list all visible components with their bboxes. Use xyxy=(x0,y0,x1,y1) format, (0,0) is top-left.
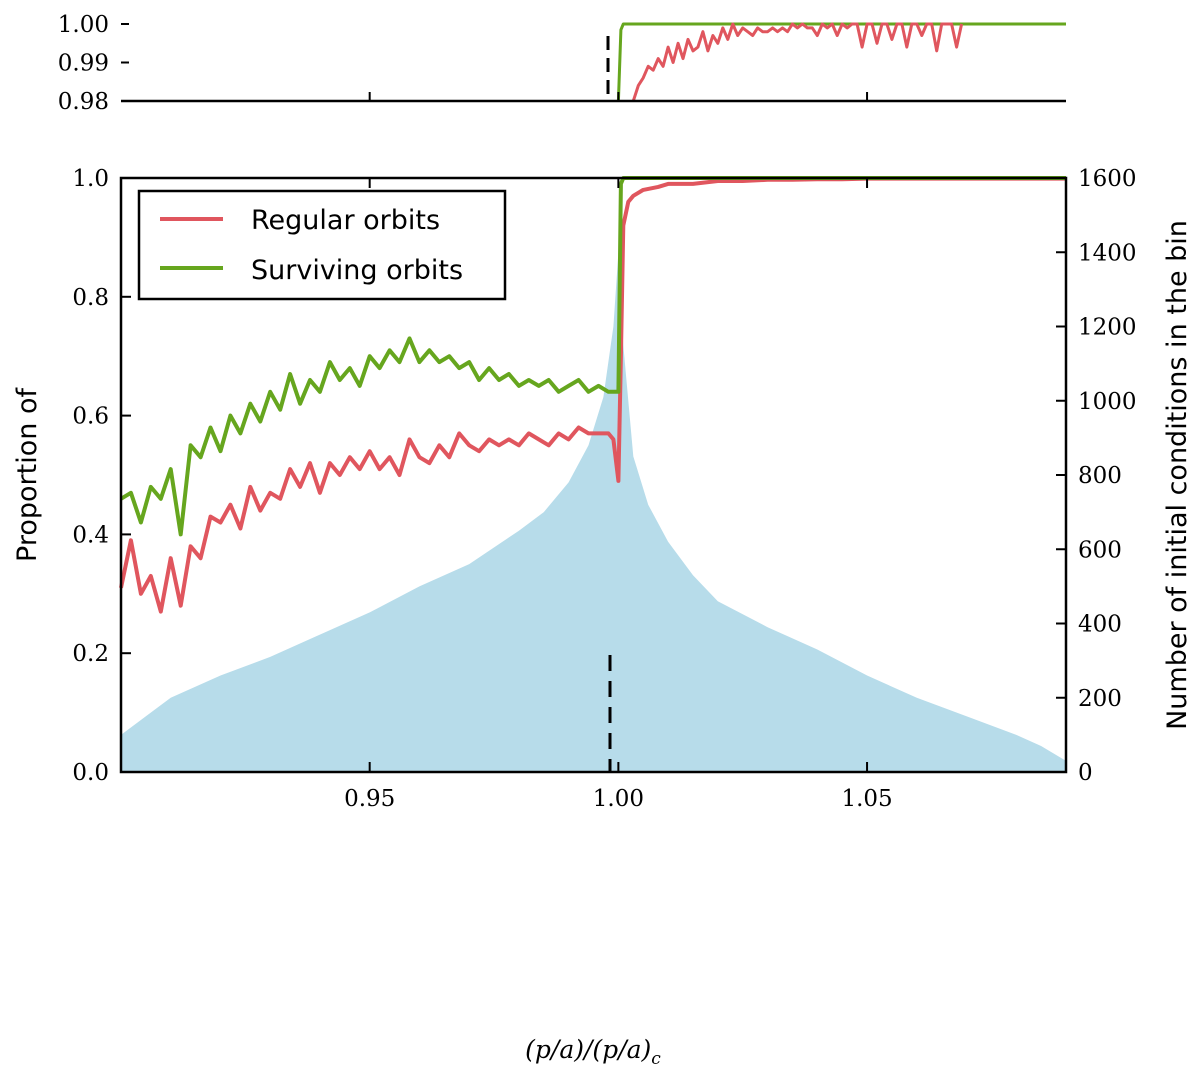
inset-panel: 0.98 0.99 1.00 xyxy=(58,12,1066,115)
y-right-tick-label-1400: 1400 xyxy=(1078,240,1137,266)
y-axis-label-right: Number of initial conditions in the bin xyxy=(1162,220,1193,730)
y-axis-label-left: Proportion of xyxy=(12,387,43,562)
main-panel: 0.95 1.00 1.050.00.20.40.60.81.00200400600… xyxy=(12,166,1193,1069)
y-tick-label-0.0: 0.0 xyxy=(72,760,109,786)
x-tick-label-0.95: 0.95 xyxy=(344,786,395,812)
legend: Regular orbits Surviving orbits xyxy=(137,189,507,301)
inset-ticks: 0.98 0.99 1.00 xyxy=(58,12,869,115)
y-tick-label-0.4: 0.4 xyxy=(72,522,109,548)
inset-series-line-regular-orbits xyxy=(631,22,964,101)
series-line-surviving-orbits xyxy=(119,176,1066,537)
x-axis-label-main: (p/a)/(p/a) xyxy=(525,1035,651,1064)
inset-series-layer xyxy=(616,22,1066,101)
main-series-layer xyxy=(119,176,1066,614)
y-right-tick-label-1600: 1600 xyxy=(1078,166,1137,192)
inset-series-line-surviving-orbits xyxy=(616,22,1066,101)
y-right-tick-label-600: 600 xyxy=(1078,537,1122,563)
y-tick-label-0.8: 0.8 xyxy=(72,285,109,311)
y-right-tick-label-1000: 1000 xyxy=(1078,389,1137,415)
y-tick-label-0.6: 0.6 xyxy=(72,404,109,430)
x-axis-label: (p/a)/(p/a)c xyxy=(525,1035,661,1069)
legend-label-surviving: Surviving orbits xyxy=(251,255,463,286)
legend-box xyxy=(137,189,507,301)
legend-label-regular: Regular orbits xyxy=(251,205,440,236)
y-right-tick-label-400: 400 xyxy=(1078,612,1122,638)
y-tick-label-1.0: 1.0 xyxy=(72,166,109,192)
main-ticks: 0.95 1.00 1.050.00.20.40.60.81.00200400600… xyxy=(72,166,1136,812)
x-axis-label-subscript: c xyxy=(651,1049,661,1069)
y-tick-label-0.2: 0.2 xyxy=(72,641,109,667)
y-right-tick-label-0: 0 xyxy=(1078,760,1093,786)
y-right-tick-label-1200: 1200 xyxy=(1078,315,1137,341)
series-line-regular-orbits xyxy=(119,176,1066,614)
x-tick-label-1.05: 1.05 xyxy=(841,786,892,812)
y-right-tick-label-800: 800 xyxy=(1078,463,1122,489)
histogram-area xyxy=(121,252,1066,773)
histogram-area-layer xyxy=(121,252,1066,773)
inset-y-tick-label-0.98: 0.98 xyxy=(58,89,109,115)
inset-y-tick-label-1.00: 1.00 xyxy=(58,12,109,38)
x-tick-label-1.00: 1.00 xyxy=(593,786,644,812)
inset-y-tick-label-0.99: 0.99 xyxy=(58,51,109,77)
y-right-tick-label-200: 200 xyxy=(1078,686,1122,712)
